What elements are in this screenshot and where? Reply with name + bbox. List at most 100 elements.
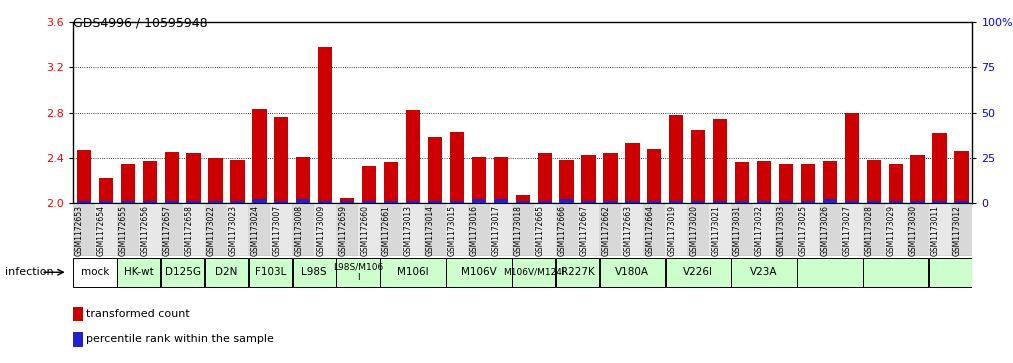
- Text: GSM1172658: GSM1172658: [184, 205, 193, 256]
- Bar: [230, 160, 244, 203]
- Bar: [296, 157, 310, 203]
- Bar: [230, 201, 244, 203]
- Bar: [709, 203, 731, 256]
- Bar: [468, 203, 490, 256]
- Bar: [863, 203, 884, 256]
- Bar: [139, 203, 161, 256]
- Bar: [866, 160, 881, 203]
- FancyBboxPatch shape: [512, 258, 555, 287]
- Bar: [866, 201, 881, 203]
- Bar: [362, 166, 376, 203]
- Bar: [823, 161, 837, 203]
- Text: GSM1173016: GSM1173016: [470, 205, 479, 256]
- Bar: [911, 201, 925, 203]
- FancyBboxPatch shape: [929, 258, 972, 287]
- Bar: [296, 199, 310, 203]
- Bar: [406, 110, 420, 203]
- Bar: [293, 203, 314, 256]
- Bar: [779, 201, 793, 203]
- Text: HK-wt: HK-wt: [124, 267, 154, 277]
- Text: GSM1173015: GSM1173015: [448, 205, 457, 256]
- Bar: [801, 164, 815, 203]
- Bar: [512, 203, 534, 256]
- Bar: [911, 155, 925, 203]
- Text: GSM1173014: GSM1173014: [425, 205, 435, 256]
- Bar: [735, 163, 750, 203]
- Text: GSM1173022: GSM1173022: [207, 205, 216, 256]
- Text: D2N: D2N: [216, 267, 238, 277]
- Bar: [143, 201, 157, 203]
- FancyBboxPatch shape: [556, 258, 600, 287]
- FancyBboxPatch shape: [248, 258, 292, 287]
- Bar: [581, 201, 596, 203]
- Text: GSM1173007: GSM1173007: [272, 205, 282, 256]
- Text: GSM1172661: GSM1172661: [382, 205, 391, 256]
- Bar: [516, 201, 530, 203]
- Text: GSM1173024: GSM1173024: [250, 205, 259, 256]
- Bar: [538, 201, 552, 203]
- Bar: [362, 201, 376, 203]
- Text: M106V: M106V: [461, 267, 496, 277]
- Bar: [314, 203, 336, 256]
- Bar: [735, 201, 750, 203]
- Text: GSM1173008: GSM1173008: [295, 205, 303, 256]
- Bar: [359, 203, 380, 256]
- Bar: [845, 113, 859, 203]
- Bar: [621, 203, 643, 256]
- Text: GSM1173025: GSM1173025: [799, 205, 808, 256]
- FancyBboxPatch shape: [293, 258, 336, 287]
- Bar: [555, 203, 577, 256]
- Text: D125G: D125G: [165, 267, 201, 277]
- Text: GSM1173013: GSM1173013: [404, 205, 413, 256]
- Bar: [164, 201, 179, 203]
- Bar: [538, 153, 552, 203]
- Bar: [687, 203, 709, 256]
- Bar: [98, 201, 113, 203]
- Bar: [753, 203, 775, 256]
- FancyBboxPatch shape: [446, 258, 512, 287]
- Bar: [577, 203, 600, 256]
- Text: percentile rank within the sample: percentile rank within the sample: [86, 334, 274, 344]
- Bar: [318, 201, 332, 203]
- Bar: [888, 164, 903, 203]
- Text: GSM1173011: GSM1173011: [931, 205, 940, 256]
- Bar: [186, 153, 201, 203]
- FancyBboxPatch shape: [118, 258, 160, 287]
- Text: V23A: V23A: [751, 267, 778, 277]
- Bar: [757, 161, 771, 203]
- Bar: [384, 201, 398, 203]
- Bar: [143, 161, 157, 203]
- Text: GSM1172667: GSM1172667: [579, 205, 589, 256]
- FancyBboxPatch shape: [731, 258, 797, 287]
- FancyBboxPatch shape: [73, 258, 116, 287]
- Bar: [647, 149, 661, 203]
- Text: GSM1173012: GSM1173012: [952, 205, 961, 256]
- Bar: [643, 203, 666, 256]
- Bar: [581, 155, 596, 203]
- Text: GSM1172657: GSM1172657: [163, 205, 171, 256]
- Text: infection: infection: [5, 266, 54, 277]
- Bar: [121, 164, 135, 203]
- Bar: [666, 203, 687, 256]
- Text: F103L: F103L: [254, 267, 286, 277]
- Bar: [384, 163, 398, 203]
- Bar: [252, 109, 266, 203]
- Text: R227K: R227K: [560, 267, 595, 277]
- Bar: [161, 203, 182, 256]
- Bar: [340, 201, 355, 203]
- Text: GSM1173020: GSM1173020: [689, 205, 698, 256]
- Bar: [670, 201, 684, 203]
- Bar: [493, 157, 508, 203]
- Text: GSM1173017: GSM1173017: [491, 205, 500, 256]
- Bar: [380, 203, 402, 256]
- Bar: [625, 143, 639, 203]
- Bar: [929, 203, 950, 256]
- Bar: [932, 133, 947, 203]
- Bar: [932, 201, 947, 203]
- Bar: [950, 203, 972, 256]
- Bar: [336, 203, 359, 256]
- Bar: [691, 130, 705, 203]
- Text: GSM1173029: GSM1173029: [886, 205, 895, 256]
- Bar: [713, 119, 727, 203]
- Text: V226I: V226I: [683, 267, 713, 277]
